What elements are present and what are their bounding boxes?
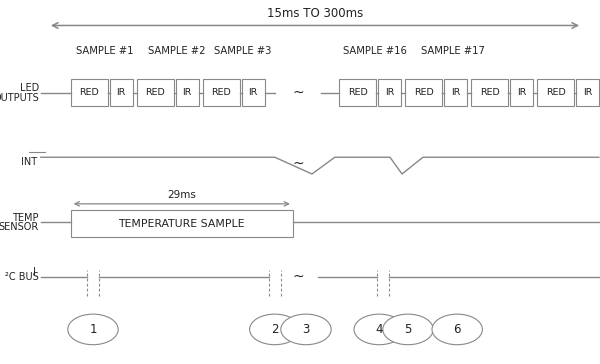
Bar	[71, 210, 293, 237]
Bar	[242, 79, 265, 106]
Text: ~: ~	[292, 86, 304, 100]
Text: 29ms: 29ms	[167, 190, 196, 200]
Text: IR: IR	[116, 88, 126, 97]
Text: IR: IR	[583, 88, 592, 97]
Text: 15ms TO 300ms: 15ms TO 300ms	[267, 7, 363, 20]
Text: IR: IR	[385, 88, 394, 97]
Text: RED: RED	[212, 88, 231, 97]
Text: RED: RED	[480, 88, 499, 97]
Bar	[176, 79, 199, 106]
Text: TEMP: TEMP	[13, 213, 39, 223]
Text: 2: 2	[271, 323, 278, 336]
Text: I: I	[32, 267, 35, 277]
Bar	[339, 79, 376, 106]
Text: 5: 5	[404, 323, 412, 336]
Text: IR: IR	[182, 88, 192, 97]
Text: ~: ~	[292, 157, 304, 171]
Text: LED: LED	[20, 83, 39, 94]
Circle shape	[68, 314, 118, 345]
Text: 6: 6	[454, 323, 461, 336]
Bar	[471, 79, 508, 106]
Text: SAMPLE #17: SAMPLE #17	[421, 47, 485, 56]
Text: SAMPLE #2: SAMPLE #2	[148, 47, 206, 56]
Bar	[537, 79, 574, 106]
Text: IR: IR	[451, 88, 460, 97]
Text: INT: INT	[21, 157, 37, 167]
Bar	[71, 79, 108, 106]
Text: RED: RED	[546, 88, 565, 97]
Text: ²C BUS: ²C BUS	[5, 272, 39, 282]
Text: 4: 4	[376, 323, 383, 336]
Bar	[405, 79, 442, 106]
Text: 1: 1	[89, 323, 97, 336]
Circle shape	[250, 314, 300, 345]
Text: SENSOR: SENSOR	[0, 222, 39, 233]
Circle shape	[432, 314, 482, 345]
Text: IR: IR	[248, 88, 258, 97]
Bar	[576, 79, 599, 106]
Text: SAMPLE #1: SAMPLE #1	[76, 47, 134, 56]
Bar	[137, 79, 174, 106]
Circle shape	[281, 314, 331, 345]
Text: RED: RED	[146, 88, 165, 97]
Text: OUTPUTS: OUTPUTS	[0, 93, 39, 103]
Text: ~: ~	[292, 270, 304, 284]
Text: SAMPLE #16: SAMPLE #16	[343, 47, 407, 56]
Bar	[510, 79, 533, 106]
Text: IR: IR	[517, 88, 526, 97]
Text: TEMPERATURE SAMPLE: TEMPERATURE SAMPLE	[119, 219, 245, 229]
Bar	[110, 79, 133, 106]
Text: RED: RED	[80, 88, 99, 97]
Bar	[378, 79, 401, 106]
Text: SAMPLE #3: SAMPLE #3	[214, 47, 272, 56]
Bar	[444, 79, 467, 106]
Text: RED: RED	[414, 88, 433, 97]
Text: RED: RED	[348, 88, 367, 97]
Text: 3: 3	[302, 323, 310, 336]
Circle shape	[354, 314, 404, 345]
Circle shape	[383, 314, 433, 345]
Bar	[203, 79, 240, 106]
